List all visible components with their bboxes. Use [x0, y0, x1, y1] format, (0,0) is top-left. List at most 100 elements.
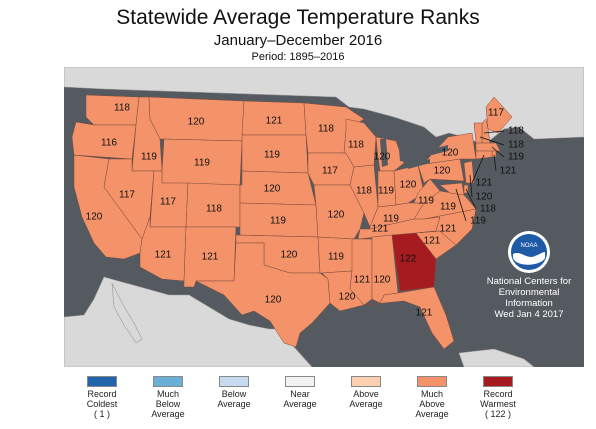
rank-label-vt: 118 — [508, 140, 524, 151]
rank-label-me: 117 — [488, 108, 504, 119]
state-wv — [413, 178, 441, 204]
rank-label-mo: 120 — [328, 210, 345, 221]
legend-label-line: Much — [156, 389, 179, 399]
legend-label: Below Average — [204, 389, 264, 409]
state-nc — [415, 208, 477, 246]
legend-label-line: Coldest — [86, 399, 118, 409]
rank-label-ks: 119 — [270, 216, 286, 227]
rank-label-ok: 120 — [281, 250, 298, 261]
state-ga — [391, 232, 437, 292]
lake-erie — [406, 159, 430, 169]
leader-line-vt — [479, 136, 505, 146]
rank-label-ia: 117 — [322, 166, 338, 177]
legend-label: Record Warmest( 122 ) — [468, 389, 528, 419]
legend-label-line: ( 1 ) — [93, 409, 110, 419]
rank-label-ut: 117 — [160, 197, 176, 208]
rank-label-fl: 121 — [416, 308, 433, 319]
rank-label-va: 119 — [440, 202, 456, 213]
rank-label-oh: 120 — [400, 180, 417, 191]
rank-label-ma: 119 — [508, 152, 524, 163]
state-me — [485, 96, 513, 134]
state-nv — [103, 158, 155, 240]
canada-land — [64, 67, 584, 146]
legend-label-line: Record — [483, 389, 513, 399]
credit-block: National Centers for Environmental Infor… — [462, 276, 596, 320]
legend-label-line: Record — [87, 389, 117, 399]
credit-line-3: Information — [505, 298, 553, 309]
legend-label-line: Average — [283, 399, 317, 409]
legend-label: Much Below Average — [138, 389, 198, 419]
rank-label-in: 119 — [378, 186, 394, 197]
lake-ontario — [432, 145, 448, 155]
state-nm — [183, 226, 237, 288]
legend-item: Much Above Average — [402, 376, 462, 419]
state-ma — [475, 142, 501, 152]
legend-label-line: Below — [221, 389, 247, 399]
legend-swatch — [87, 376, 117, 387]
lake-superior — [364, 119, 400, 133]
legend-label-line: Average — [349, 399, 383, 409]
rank-label-ca: 120 — [86, 212, 103, 223]
rank-label-wy: 119 — [194, 158, 210, 169]
noaa-emblem-icon: NOAA — [508, 231, 550, 273]
map-period: Period: 1895–2016 — [251, 51, 345, 63]
rank-label-tn: 121 — [372, 224, 389, 235]
rank-label-ct: 121 — [476, 178, 493, 189]
legend-label-line: Average — [415, 409, 449, 419]
rank-label-nj: 120 — [476, 192, 493, 203]
legend-label-line: Much — [420, 389, 443, 399]
legend-item: Much Below Average — [138, 376, 198, 419]
rank-label-mi: 120 — [374, 152, 391, 163]
legend-label-line: Average — [151, 409, 185, 419]
rank-label-tx: 120 — [265, 295, 282, 306]
legend-label: Above Average — [336, 389, 396, 409]
us-temperature-rank-map: 1181161201191171201191171211181211211191… — [64, 67, 584, 367]
legend-item: Near Average — [270, 376, 330, 409]
rank-label-ar: 119 — [328, 252, 344, 263]
legend-swatch — [483, 376, 513, 387]
rank-label-mn: 118 — [318, 124, 334, 135]
rank-label-id: 119 — [141, 152, 157, 163]
rank-label-nv: 117 — [119, 190, 135, 201]
rank-label-de: 118 — [480, 204, 496, 215]
state-nj — [463, 160, 475, 184]
rank-label-nd: 121 — [266, 116, 283, 127]
legend-label-line: Near — [290, 389, 310, 399]
rank-label-ky: 119 — [383, 214, 399, 225]
legend-label-line: Above — [419, 399, 445, 409]
noaa-logo: NOAA — [474, 230, 584, 279]
legend-label-line: Below — [155, 399, 181, 409]
legend-item: Record Coldest( 1 ) — [72, 376, 132, 419]
rank-label-ny: 120 — [442, 148, 459, 159]
rank-label-or: 116 — [101, 138, 117, 149]
lake-michigan — [380, 139, 388, 167]
state-az — [139, 216, 187, 282]
rank-label-sd: 119 — [264, 150, 280, 161]
states-layer — [71, 94, 513, 350]
legend-label-line: Average — [217, 399, 251, 409]
map-subtitle: January–December 2016 — [213, 32, 383, 49]
leader-line-ma — [491, 146, 505, 158]
rank-label-az: 121 — [155, 250, 172, 261]
baja-land — [111, 282, 143, 344]
rank-label-md: 119 — [470, 216, 486, 227]
legend-swatch — [219, 376, 249, 387]
rank-label-sc: 121 — [424, 236, 441, 247]
caribbean-land — [458, 348, 535, 367]
legend-label: Near Average — [270, 389, 330, 409]
rank-label-wv: 119 — [418, 196, 434, 207]
credit-date: Wed Jan 4 2017 — [494, 309, 564, 320]
leader-line-ri — [493, 154, 497, 172]
state-md — [439, 182, 465, 196]
rank-label-ne: 120 — [264, 184, 281, 195]
leader-line-de — [465, 188, 477, 210]
rank-label-wi: 118 — [348, 140, 364, 151]
legend-item: Record Warmest( 122 ) — [468, 376, 528, 419]
state-wa — [85, 94, 140, 126]
rank-label-mt: 120 — [188, 117, 205, 128]
legend-swatch — [285, 376, 315, 387]
rank-label-ga: 122 — [400, 254, 417, 265]
legend-label-line: Above — [353, 389, 379, 399]
legend-item: Above Average — [336, 376, 396, 409]
legend-swatch — [351, 376, 381, 387]
